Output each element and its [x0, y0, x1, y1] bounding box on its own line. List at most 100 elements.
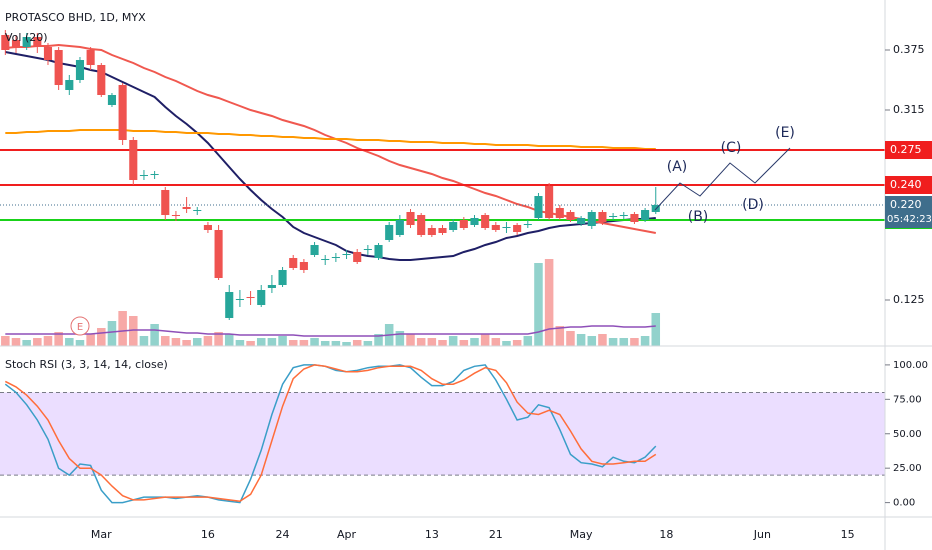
candle-body	[150, 174, 159, 175]
wave-label: (C)	[721, 140, 742, 156]
candle-body	[587, 212, 596, 226]
volume-bar	[150, 324, 159, 346]
candle-body	[33, 37, 42, 47]
candle-body	[438, 228, 447, 233]
x-tick-label: 15	[841, 528, 855, 541]
volume-bar	[363, 341, 373, 346]
wave-label: (A)	[667, 159, 688, 175]
y-tick-label: 0.375	[893, 43, 925, 56]
x-tick-label: 18	[659, 528, 673, 541]
volume-bar	[118, 311, 127, 346]
x-tick-label: Mar	[91, 528, 112, 541]
volume-bar	[598, 334, 607, 346]
volume-bar	[544, 259, 554, 346]
top-layer: Mar 16 24 Apr 13 21 May 18 Jun 15 0.125 0.315 0.375 0…	[91, 43, 932, 541]
candle-body	[577, 218, 586, 224]
main-layer	[0, 30, 885, 504]
y-tick-label: 100.00	[893, 360, 928, 371]
volume-bar	[566, 331, 575, 346]
volume-bar	[406, 334, 415, 346]
volume-bar	[352, 340, 362, 346]
stoch-title: Stoch RSI (3, 3, 14, 14, close)	[5, 358, 168, 371]
candle-body	[598, 212, 607, 222]
volume-bar	[459, 340, 469, 346]
wave-label: (B)	[688, 209, 709, 225]
y-tick-label: 0.125	[893, 293, 925, 306]
earnings-marker	[70, 316, 90, 336]
wave-path	[654, 147, 791, 211]
candle-body	[267, 285, 276, 288]
candle-body	[481, 215, 490, 228]
candle-body	[65, 80, 74, 90]
volume-bar	[65, 338, 74, 346]
candle-body	[22, 37, 31, 47]
moving-average-line	[5, 51, 656, 261]
candle-body	[161, 190, 170, 215]
candle-body	[449, 222, 458, 230]
wave-label: (D)	[742, 197, 764, 213]
volume-bar	[171, 338, 181, 346]
candle-body	[299, 262, 308, 270]
countdown-label: 05:42:23	[887, 214, 932, 225]
stoch-band	[0, 392, 885, 476]
level-badge	[885, 176, 932, 194]
candle-body	[54, 50, 63, 85]
candle-body	[566, 212, 575, 220]
candle-body	[257, 290, 266, 305]
volume-label: Vol (20)	[5, 31, 48, 44]
y-tick-label: 75.00	[893, 394, 922, 405]
level-badge-label: 0.275	[890, 143, 922, 156]
volume-bar	[235, 340, 245, 346]
candle-body	[139, 175, 148, 176]
level-badge-label: 0.240	[890, 178, 922, 191]
volume-ma-line	[5, 325, 656, 337]
earnings-label: E	[77, 322, 83, 333]
candle-body	[1, 35, 10, 50]
candle-body	[385, 225, 394, 240]
last-price-label: 0.220	[890, 198, 922, 211]
volume-bar	[107, 321, 117, 346]
volume-bar	[342, 342, 351, 346]
volume-bar	[480, 334, 490, 346]
candle-body	[641, 210, 650, 220]
x-tick-label: May	[570, 528, 593, 541]
volume-bar	[267, 338, 277, 346]
volume-bar	[491, 338, 501, 346]
candle-body	[395, 220, 404, 235]
volume-bar	[246, 341, 255, 346]
volume-bar	[587, 336, 597, 346]
volume-bar	[161, 336, 170, 346]
x-tick-label: 21	[489, 528, 503, 541]
candle-body	[118, 85, 127, 140]
volume-bar	[11, 338, 21, 346]
stoch-line	[4, 364, 657, 502]
volume-bar	[310, 338, 319, 346]
volume-bar	[256, 338, 266, 346]
volume-bar	[320, 341, 330, 346]
chart-title: PROTASCO BHD, 1D, MYX	[5, 11, 146, 24]
volume-bar	[203, 336, 213, 346]
back-layer: E	[0, 43, 885, 476]
volume-bar	[619, 338, 629, 346]
volume-bar	[630, 338, 639, 346]
candle-body	[502, 227, 511, 228]
volume-bar	[278, 336, 287, 346]
x-tick-label: Apr	[337, 528, 357, 541]
candle-body	[363, 249, 372, 250]
candle-body	[321, 259, 330, 260]
candle-body	[523, 224, 532, 225]
candle-body	[619, 215, 628, 216]
x-tick-label: 16	[201, 528, 215, 541]
candle-body	[214, 230, 223, 278]
volume-bar	[299, 340, 309, 346]
volume-bar	[43, 336, 53, 346]
last-price-badge	[885, 196, 932, 228]
y-tick-label: 0.00	[893, 498, 915, 509]
volume-bar	[97, 328, 106, 346]
volume-bar	[288, 340, 298, 346]
volume-bar	[534, 263, 543, 346]
x-tick-label: 24	[276, 528, 290, 541]
candle-body	[310, 245, 319, 255]
candle-body	[171, 215, 180, 216]
